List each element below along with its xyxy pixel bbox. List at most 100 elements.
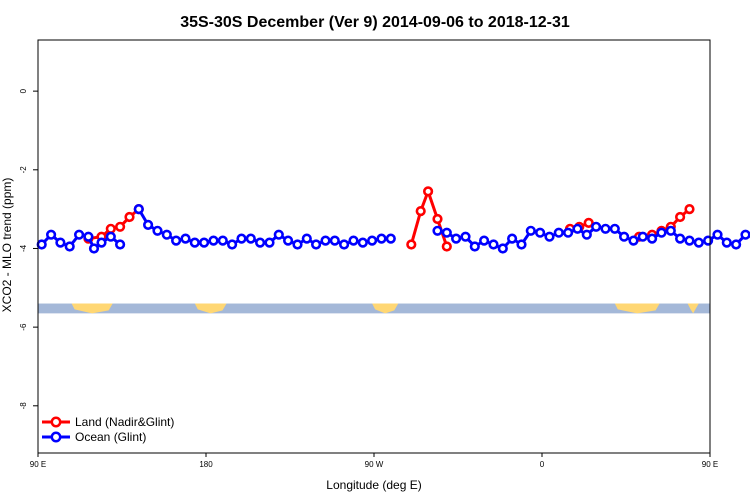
ocean-data-point	[273, 229, 284, 240]
ocean-data-point	[245, 233, 256, 244]
x-tick-label: 90 E	[702, 460, 718, 469]
ocean-data-point	[385, 233, 396, 244]
land-data-point	[114, 221, 126, 232]
ocean-data-point	[581, 229, 592, 240]
ocean-data-point	[208, 235, 219, 246]
ocean-data-point	[180, 233, 191, 244]
land-data-point	[441, 241, 452, 252]
ocean-data-point	[525, 225, 536, 236]
ocean-data-point	[88, 243, 100, 254]
ocean-data-point	[693, 237, 704, 248]
ocean-data-point	[600, 223, 611, 234]
ocean-data-point	[674, 233, 686, 244]
ocean-data-point	[497, 243, 508, 254]
ocean-data-point	[656, 227, 667, 238]
legend-land-label: Land (Nadir&Glint)	[75, 415, 174, 429]
ocean-data-point	[236, 233, 247, 244]
ocean-data-point	[740, 229, 750, 240]
ocean-data-point	[376, 233, 387, 244]
ocean-data-point	[721, 237, 732, 248]
ocean-data-point	[451, 233, 462, 244]
ocean-data-point	[637, 231, 648, 242]
ocean-data-point	[83, 231, 94, 242]
ocean-data-point	[143, 219, 154, 230]
ocean-data-point	[367, 235, 378, 246]
ocean-data-point	[264, 237, 275, 248]
series-layer	[36, 186, 750, 254]
ocean-data-point	[609, 223, 620, 234]
ocean-data-point	[329, 235, 340, 246]
ocean-data-point	[64, 241, 75, 252]
ocean-data-point	[469, 241, 480, 252]
ocean-data-point	[55, 237, 66, 248]
ocean-data-point	[45, 229, 57, 240]
ocean-data-point	[199, 237, 210, 248]
y-tick-label: -8	[19, 402, 28, 410]
ocean-data-point	[339, 239, 350, 250]
ocean-data-point	[217, 235, 228, 246]
ocean-data-point	[348, 235, 359, 246]
y-axis: 0 -2 -4 -6 -8	[19, 88, 38, 409]
ocean-data-point	[590, 221, 602, 232]
x-tick-label: 90 E	[30, 460, 46, 469]
map-band-land	[372, 303, 399, 314]
ocean-data-point	[301, 233, 312, 244]
map-band	[38, 303, 710, 314]
ocean-data-point	[488, 239, 499, 250]
map-band-land	[614, 303, 660, 314]
ocean-data-point	[712, 229, 723, 240]
land-data-point	[105, 223, 116, 234]
land-data-point	[406, 239, 417, 250]
ocean-data-point	[114, 239, 126, 250]
land-data-point	[684, 204, 695, 215]
y-tick-label: -6	[19, 323, 28, 331]
ocean-data-point	[646, 233, 658, 244]
ocean-data-point	[534, 227, 546, 238]
legend-ocean-marker	[50, 431, 62, 443]
x-tick-label: 180	[199, 460, 213, 469]
y-tick-label: -2	[19, 166, 28, 174]
ocean-data-point	[311, 239, 322, 250]
y-tick-label: -4	[19, 244, 28, 252]
ocean-data-point	[628, 235, 639, 246]
legend: Land (Nadir&Glint) Ocean (Glint)	[42, 415, 174, 444]
ocean-data-point	[96, 237, 107, 248]
land-data-point	[432, 213, 443, 225]
ocean-data-point	[357, 237, 368, 248]
ocean-data-point	[562, 227, 574, 238]
land-data-point	[415, 206, 426, 217]
legend-ocean-label: Ocean (Glint)	[75, 430, 146, 444]
ocean-data-point	[161, 229, 172, 240]
ocean-data-point	[133, 204, 144, 215]
ocean-data-point	[432, 225, 443, 236]
land-data-point	[583, 217, 594, 228]
ocean-data-point	[292, 239, 303, 250]
ocean-data-point	[73, 229, 85, 240]
ocean-data-point	[441, 227, 452, 238]
ocean-data-point	[36, 239, 47, 250]
ocean-data-point	[171, 235, 182, 246]
land-data-point	[674, 211, 686, 223]
y-axis-label: XCO2 - MLO trend (ppm)	[0, 178, 14, 313]
ocean-data-point	[506, 233, 518, 244]
ocean-data-point	[684, 235, 695, 246]
y-tick-label: 0	[19, 88, 28, 93]
map-band-land	[71, 303, 113, 314]
ocean-data-point	[730, 239, 742, 250]
ocean-data-point	[320, 235, 331, 246]
ocean-data-point	[189, 237, 200, 248]
x-tick-label: 0	[540, 460, 545, 469]
ocean-data-point	[255, 237, 266, 248]
map-band-land	[194, 303, 227, 314]
map-band-sea	[38, 303, 710, 314]
map-band-land	[687, 303, 699, 314]
ocean-data-point	[572, 223, 583, 234]
ocean-data-point	[702, 235, 714, 246]
ocean-data-point	[283, 235, 294, 246]
ocean-data-point	[105, 231, 116, 242]
ocean-data-point	[516, 239, 527, 250]
ocean-data-point	[665, 225, 676, 236]
ocean-data-point	[553, 227, 564, 238]
